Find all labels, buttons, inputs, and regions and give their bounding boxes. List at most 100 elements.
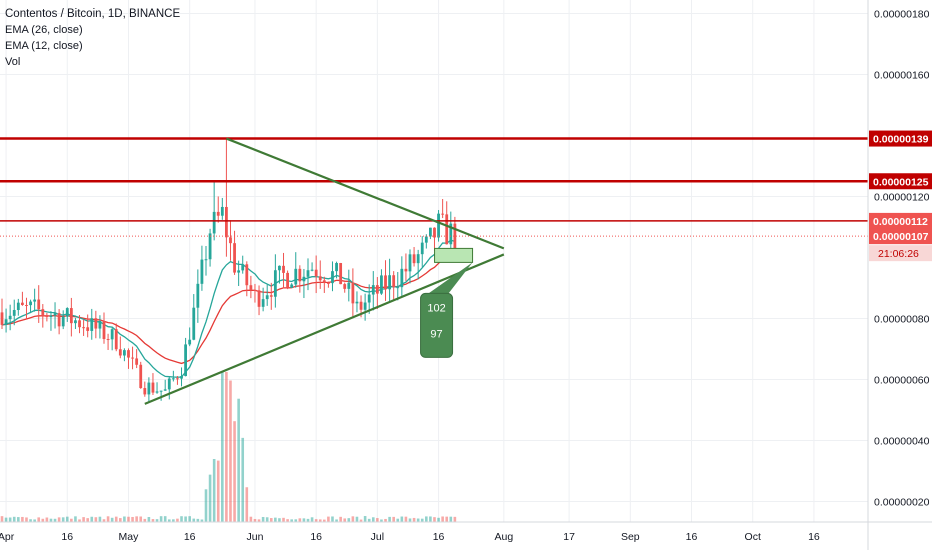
candle-body [429,227,432,237]
volume-bar [17,517,20,522]
candle-body [375,285,379,294]
volume-bar [343,518,347,522]
volume-bar [147,517,151,522]
candle-body [331,271,334,284]
volume-bar [400,516,404,522]
volume-bar [208,474,212,522]
candle-body [453,223,457,249]
triangle-trendline-lower [144,253,505,405]
volume-bar [25,517,28,522]
price-label-text: 0.00000107 [873,231,929,243]
volume-bar [437,517,440,522]
countdown-text: 21:06:26 [878,248,919,260]
volume-bar [188,516,191,522]
candle-body [408,254,412,272]
candle-body [86,327,90,331]
price-label-text: 0.00000125 [873,176,929,188]
volume-bar [184,516,187,522]
volume-bar [0,516,4,522]
target-zone-box [434,247,474,263]
volume-bar [392,516,395,522]
candle-body [94,318,98,329]
candle-body [37,299,41,310]
volume-bar [172,519,175,522]
volume-bar [8,517,12,522]
candle-body [78,320,81,328]
price-tick-label: 0.00000080 [874,314,930,326]
triangle-trendline-upper [225,137,505,250]
candle-body [347,282,351,289]
candle-body [396,287,400,289]
candle-body [412,254,416,264]
candle-body [8,315,12,320]
volume-bar [408,518,412,522]
volume-bar [119,518,122,522]
volume-bar [376,518,379,522]
volume-bar [53,518,57,522]
candle-body [102,320,106,340]
candle-body [445,214,449,245]
candle-body [49,315,53,318]
candle-body [176,378,179,380]
volume-bar [441,516,444,522]
volume-bar [12,516,16,522]
volume-bar [114,516,118,522]
candle-body [159,390,163,392]
candle-body [16,302,20,311]
volume-bar [143,518,147,522]
volume-bar [204,489,208,522]
volume-bar [380,519,383,522]
volume-bar [278,518,281,522]
volume-bar [29,519,32,522]
candle-body [188,339,192,345]
candle-body [139,364,143,389]
volume-bar [212,459,216,522]
volume-bar [351,516,355,522]
legend-ema26[interactable]: EMA (26, close) [5,24,83,36]
volume-bar [367,518,371,522]
volume-bar [167,519,171,522]
candle-body [241,264,245,271]
volume-bar [90,516,94,522]
volume-bar [286,519,289,522]
time-tick-label: 16 [61,531,73,543]
legend-volume[interactable]: Vol [5,56,21,68]
volume-bar [261,516,265,522]
candle-body [192,307,196,340]
candle-body [21,302,24,305]
candle-body [74,320,77,324]
volume-bar [265,517,269,522]
candle-body [118,349,122,356]
volume-bar [416,518,420,522]
candle-body [359,301,363,310]
candle-body [98,320,102,329]
callout-pointer [428,262,473,294]
candle-body [335,263,338,272]
volume-bar [4,517,8,522]
price-label-box [869,228,932,245]
candle-body [69,308,73,324]
candle-body [106,339,110,341]
candle-body [282,265,285,273]
time-tick-label: Apr [0,531,15,543]
candle-body [61,316,65,327]
legend-ema12[interactable]: EMA (12, close) [5,40,83,52]
time-tick-label: Oct [745,531,761,543]
volume-bar [86,518,89,522]
volume-bar [49,518,53,522]
candle-body [151,382,155,393]
volume-bar [61,517,65,522]
candle-body [449,223,453,245]
volume-bar [249,516,253,522]
candle-body [294,268,298,285]
candle-body [400,268,404,288]
volume-bar [233,421,236,522]
volume-bar [159,516,163,522]
candle-body [424,236,428,243]
candle-body [171,378,175,380]
candle-body [131,357,134,359]
candle-body [196,283,200,308]
volume-bar [274,517,277,522]
